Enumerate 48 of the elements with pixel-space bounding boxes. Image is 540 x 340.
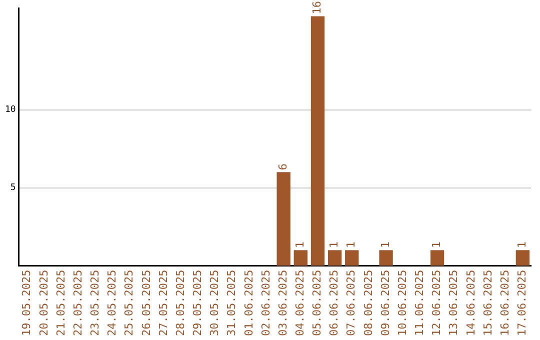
x-tick-label: 29.05.2025: [191, 270, 204, 336]
y-tick-label: 10: [4, 105, 16, 116]
data-label: 1: [430, 242, 444, 248]
x-tick-label: 06.06.2025: [328, 270, 341, 336]
x-tick-label: 12.06.2025: [430, 270, 444, 336]
x-tick-label: 02.06.2025: [259, 270, 272, 336]
bar: [379, 250, 393, 266]
x-tick-label: 26.05.2025: [140, 270, 153, 336]
bar: [430, 250, 444, 266]
x-tick-label: 03.06.2025: [276, 270, 290, 336]
bar: [310, 16, 325, 266]
x-tick-label: 11.06.2025: [413, 270, 426, 336]
data-label: 1: [294, 242, 306, 248]
y-tick-label: 5: [10, 183, 16, 194]
bar: [328, 250, 342, 266]
x-tick-label: 08.06.2025: [362, 270, 375, 336]
x-tick-label: 16.06.2025: [498, 270, 512, 336]
x-tick-label: 31.05.2025: [225, 270, 238, 336]
x-tick-label: 01.06.2025: [242, 270, 256, 336]
bar: [276, 172, 290, 266]
x-tick-label: 14.06.2025: [464, 270, 478, 336]
x-tick-label: 20.05.2025: [37, 270, 50, 336]
bar: [516, 250, 530, 266]
x-tick-label: 22.05.2025: [71, 270, 84, 336]
x-tick-label: 19.05.2025: [20, 270, 34, 336]
x-tick-label: 05.06.2025: [310, 270, 324, 336]
x-tick-label: 30.05.2025: [208, 270, 222, 336]
x-tick-label: 15.06.2025: [481, 270, 494, 336]
x-tick-label: 04.06.2025: [294, 270, 306, 336]
x-tick-label: 21.05.2025: [54, 270, 68, 336]
x-tick-label: 25.05.2025: [122, 270, 136, 336]
x-tick-label: 28.05.2025: [174, 270, 187, 336]
x-tick-label: 07.06.2025: [344, 270, 358, 336]
x-tick-label: 13.06.2025: [447, 270, 460, 336]
x-tick-label: 09.06.2025: [378, 270, 392, 336]
data-label: 1: [516, 242, 529, 248]
bar: [294, 250, 308, 266]
x-tick-label: 23.05.2025: [88, 270, 102, 336]
x-tick-label: 17.06.2025: [516, 270, 529, 336]
x-tick-label: 27.05.2025: [156, 270, 170, 336]
x-tick-label: 24.05.2025: [106, 270, 119, 336]
data-label: 1: [378, 242, 392, 248]
data-label: 6: [276, 164, 290, 170]
x-tick-label: 10.06.2025: [396, 270, 409, 336]
data-label: 1: [328, 242, 341, 248]
data-label: 16: [310, 0, 324, 14]
bar: [345, 250, 359, 266]
data-label: 1: [344, 242, 358, 248]
